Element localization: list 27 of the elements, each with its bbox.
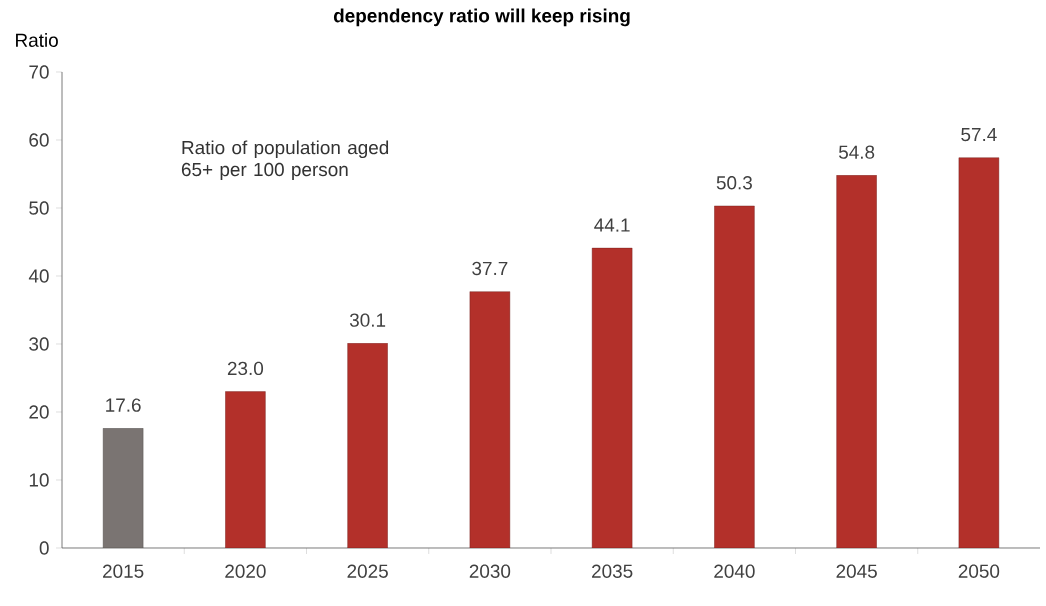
y-tick-label: 30 [29, 337, 49, 351]
x-tick-label: 2020 [225, 564, 266, 578]
x-tick-label: 2025 [347, 564, 388, 578]
y-tick-label: 70 [29, 65, 49, 79]
data-label: 44.1 [594, 218, 630, 232]
data-label: 57.4 [961, 127, 997, 142]
data-label: 17.6 [106, 398, 141, 412]
x-tick-label: 2030 [469, 564, 511, 578]
y-tick-label: 10 [29, 473, 49, 487]
y-axis-title: Ratio [16, 33, 58, 47]
x-tick-label: 2035 [592, 564, 633, 578]
annotation: Ratio of population aged 65+ per 100 person [181, 140, 389, 180]
y-tick-label: 0 [39, 541, 49, 555]
data-label: 37.7 [472, 261, 508, 276]
y-tick-label: 50 [29, 201, 49, 215]
chart-title: dependency ratio will keep rising [333, 8, 630, 27]
data-label: 23.0 [227, 361, 264, 376]
data-label: 50.3 [716, 176, 752, 190]
y-tick-label: 20 [29, 405, 49, 419]
y-tick-label: 40 [28, 269, 49, 283]
data-label: 30.1 [349, 313, 386, 327]
x-tick-label: 2050 [958, 564, 1000, 578]
y-tick-label: 60 [29, 133, 49, 147]
x-tick-label: 2040 [714, 564, 755, 578]
data-label: 54.8 [838, 145, 875, 159]
x-tick-label: 2015 [103, 564, 144, 578]
x-tick-label: 2045 [836, 564, 877, 578]
